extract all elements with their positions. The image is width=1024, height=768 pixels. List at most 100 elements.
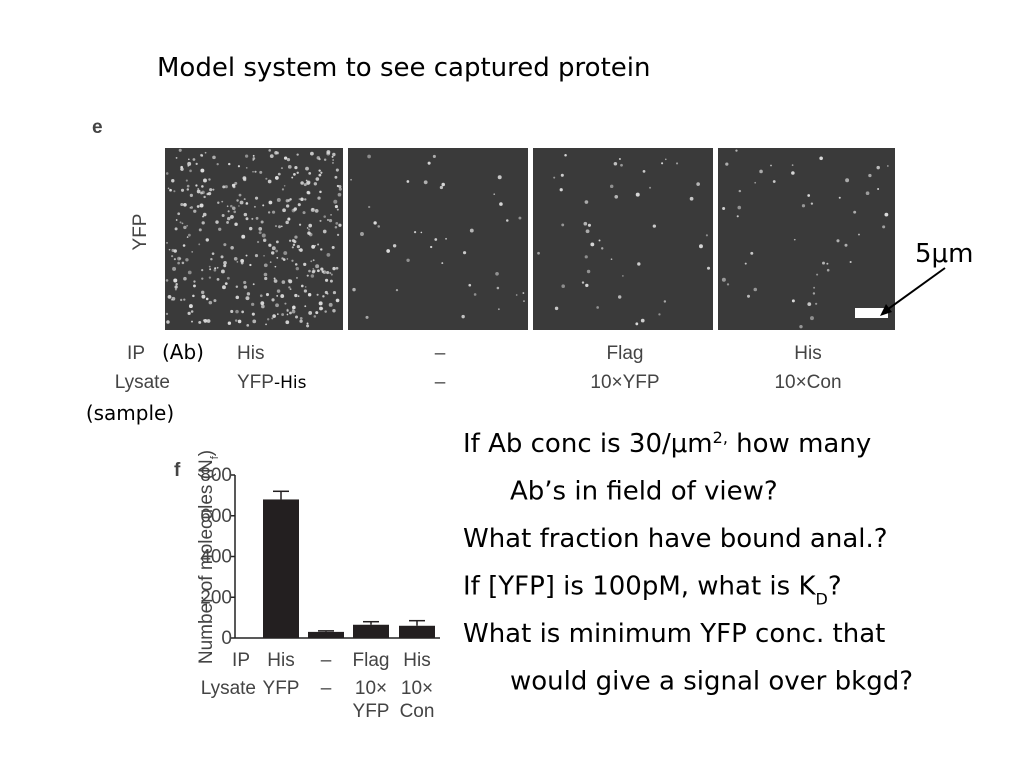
speckle bbox=[203, 178, 207, 183]
speckle bbox=[329, 272, 332, 275]
speckle bbox=[186, 236, 189, 238]
speckle bbox=[335, 222, 339, 225]
cell-label: 10×YFP bbox=[590, 372, 659, 393]
speckle bbox=[610, 258, 613, 261]
speckle bbox=[332, 152, 336, 157]
speckle bbox=[819, 156, 823, 161]
speckle bbox=[241, 310, 244, 314]
speckle bbox=[310, 274, 315, 278]
speckle bbox=[296, 245, 301, 249]
speckle bbox=[265, 177, 268, 180]
speckle bbox=[330, 214, 332, 216]
cell-text: – bbox=[435, 343, 446, 364]
speckle bbox=[799, 324, 803, 329]
speckle bbox=[289, 311, 292, 315]
speckle bbox=[738, 189, 742, 193]
speckle bbox=[635, 192, 640, 197]
speckle bbox=[807, 302, 812, 307]
speckle bbox=[195, 162, 198, 166]
speckle bbox=[413, 231, 417, 234]
speckle bbox=[201, 269, 204, 272]
cell-label: – bbox=[435, 372, 446, 393]
speckle bbox=[332, 266, 336, 271]
speckle bbox=[291, 239, 296, 243]
speckle bbox=[206, 319, 211, 323]
y-axis-label-part: Number of molecules (N bbox=[196, 459, 217, 664]
speckle bbox=[432, 154, 436, 158]
speckle bbox=[246, 323, 250, 327]
speckle bbox=[333, 199, 338, 204]
speckle bbox=[299, 316, 303, 320]
speckle bbox=[496, 286, 500, 290]
speckle bbox=[171, 296, 176, 301]
speckle bbox=[377, 225, 381, 228]
speckle bbox=[522, 292, 525, 294]
speckle bbox=[243, 280, 247, 285]
speckle bbox=[201, 294, 206, 299]
speckle bbox=[373, 221, 377, 225]
speckle bbox=[200, 290, 205, 295]
speckle bbox=[276, 289, 281, 293]
speckle bbox=[191, 320, 193, 323]
speckle bbox=[181, 222, 184, 225]
speckle bbox=[233, 256, 238, 261]
speckle bbox=[332, 309, 336, 313]
speckle bbox=[816, 273, 819, 276]
speckle bbox=[335, 266, 339, 270]
speckle bbox=[187, 270, 192, 275]
speckle bbox=[306, 191, 310, 195]
speckle bbox=[318, 169, 321, 172]
speckle bbox=[281, 257, 284, 260]
speckle bbox=[223, 260, 227, 265]
speckle bbox=[263, 272, 268, 277]
speckle bbox=[217, 201, 220, 204]
speckle bbox=[587, 223, 591, 227]
speckle bbox=[308, 228, 311, 231]
speckle bbox=[586, 269, 591, 274]
speckle bbox=[300, 284, 304, 288]
speckle bbox=[251, 302, 255, 306]
speckle bbox=[754, 181, 757, 184]
speckle bbox=[255, 216, 259, 220]
speckle bbox=[269, 261, 272, 263]
speckle bbox=[258, 231, 262, 235]
speckle bbox=[386, 249, 391, 253]
speckle bbox=[316, 293, 319, 296]
speckle bbox=[462, 251, 467, 255]
speckle bbox=[271, 298, 275, 302]
speckle bbox=[596, 306, 599, 309]
speckle bbox=[236, 260, 239, 263]
speckle bbox=[316, 269, 320, 273]
speckle bbox=[613, 161, 618, 166]
micrograph bbox=[348, 148, 528, 330]
speckle bbox=[877, 188, 880, 190]
speckle bbox=[331, 246, 335, 250]
speckle bbox=[181, 261, 185, 265]
speckle bbox=[868, 173, 872, 178]
speckle bbox=[272, 314, 276, 318]
x-tick-label: – bbox=[321, 678, 332, 699]
cell-text: 10×Con bbox=[774, 372, 841, 393]
speckle bbox=[826, 262, 829, 265]
speckle bbox=[664, 158, 667, 161]
speckle bbox=[584, 255, 588, 259]
speckle bbox=[336, 208, 339, 211]
speckle bbox=[191, 250, 194, 253]
speckle bbox=[292, 305, 296, 310]
speckle bbox=[178, 257, 182, 260]
speckle bbox=[283, 184, 286, 187]
speckle bbox=[252, 154, 255, 157]
speckle bbox=[188, 304, 193, 309]
speckle bbox=[189, 206, 192, 209]
x-tick-label: 10× bbox=[401, 678, 433, 699]
speckle bbox=[392, 244, 397, 248]
speckle bbox=[336, 233, 340, 236]
speckle bbox=[308, 311, 313, 315]
speckle bbox=[273, 279, 278, 283]
speckle bbox=[338, 187, 342, 191]
speckle bbox=[252, 319, 257, 324]
speckle bbox=[231, 206, 236, 211]
bar bbox=[399, 625, 435, 638]
speckle bbox=[183, 276, 187, 281]
speckle bbox=[188, 158, 190, 161]
